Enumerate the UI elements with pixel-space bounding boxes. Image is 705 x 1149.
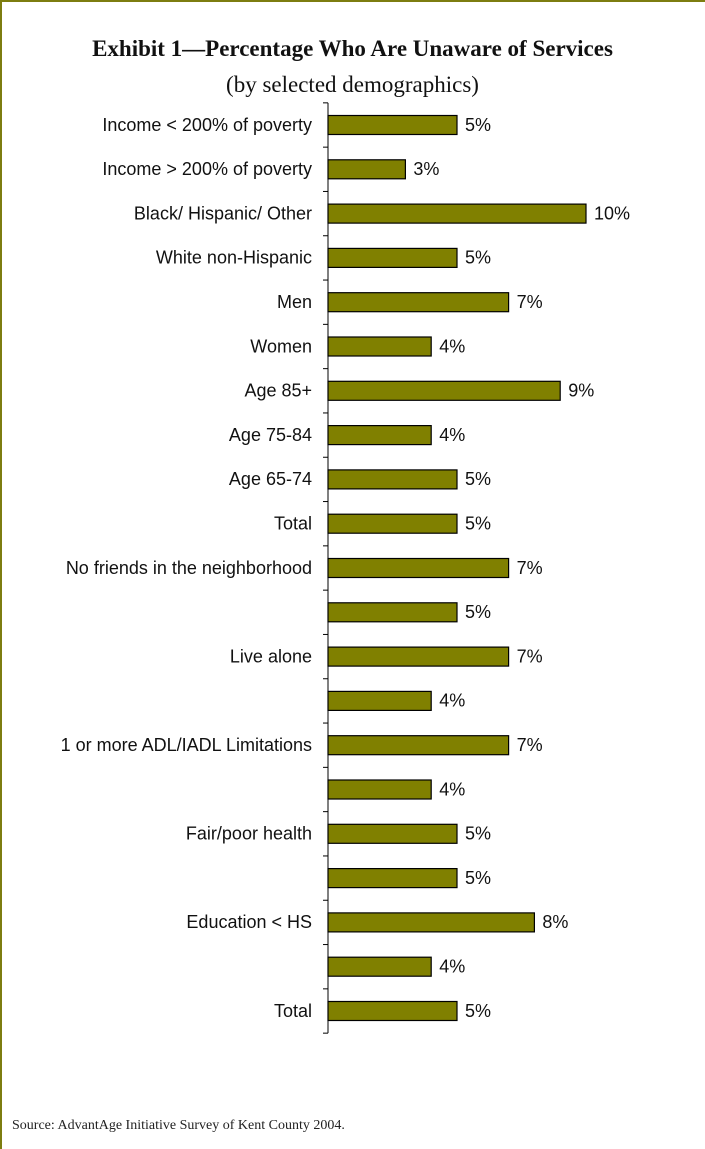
value-label: 4% [439, 779, 465, 799]
bar [327, 779, 432, 800]
category-label: Black/ Hispanic/ Other [134, 203, 312, 223]
category-label: Age 75-84 [229, 425, 312, 445]
bar [327, 867, 458, 889]
value-label: 7% [517, 292, 543, 312]
bar [327, 336, 432, 357]
value-label: 8% [542, 912, 568, 932]
bar [327, 912, 535, 933]
value-label: 4% [439, 425, 465, 445]
category-label: 1 or more ADL/IADL Limitations [61, 735, 312, 755]
category-label: Women [250, 336, 312, 356]
bar [327, 602, 458, 623]
bar [327, 247, 458, 268]
category-label: Income < 200% of poverty [102, 115, 312, 135]
value-label: 5% [465, 1001, 491, 1021]
value-label: 7% [517, 558, 543, 578]
bar [327, 646, 510, 667]
value-label: 4% [439, 956, 465, 976]
chart-subtitle: (by selected demographics) [226, 72, 479, 97]
bar [327, 203, 587, 224]
bars-group: 5% 3% 10% 5% 7% 4% 9% 4% 5% 5% 7% 5% 7% 4% 7% 4% 5% 5% 8% 4… [327, 114, 630, 1022]
category-label: Education < HS [186, 912, 312, 932]
category-label: Age 85+ [244, 381, 312, 401]
bar [327, 114, 458, 136]
category-label: Income > 200% of poverty [102, 159, 312, 179]
bar [327, 735, 510, 756]
value-label: 5% [465, 115, 491, 135]
value-label: 7% [517, 646, 543, 666]
bar [327, 513, 458, 534]
value-label: 5% [465, 824, 491, 844]
bar [327, 425, 432, 446]
value-label: 5% [465, 868, 491, 888]
value-label: 5% [465, 248, 491, 268]
category-label: Total [274, 1001, 312, 1021]
value-label: 3% [413, 159, 439, 179]
bar [327, 823, 458, 844]
category-label: Total [274, 513, 312, 533]
category-label: Age 65-74 [229, 469, 312, 489]
category-label: Fair/poor health [186, 824, 312, 844]
bar [327, 956, 432, 977]
value-label: 5% [465, 602, 491, 622]
value-label: 5% [465, 513, 491, 533]
bar [327, 557, 510, 579]
value-label: 10% [594, 203, 630, 223]
bar [327, 292, 510, 313]
category-label: No friends in the neighborhood [66, 558, 312, 578]
value-label: 7% [517, 735, 543, 755]
category-label: White non-Hispanic [156, 248, 312, 268]
chart-title: Exhibit 1—Percentage Who Are Unaware of … [92, 36, 613, 61]
value-label: 4% [439, 691, 465, 711]
y-axis: Income < 200% of poverty Income > 200% of… [61, 102, 329, 1034]
bar [327, 159, 407, 180]
bar [327, 469, 458, 490]
bar [327, 380, 561, 401]
category-label: Men [277, 292, 312, 312]
value-label: 5% [465, 469, 491, 489]
source-note: Source: AdvantAge Initiative Survey of K… [12, 1118, 345, 1133]
category-label: Live alone [230, 646, 312, 666]
value-label: 4% [439, 336, 465, 356]
bar [327, 1000, 458, 1022]
bar [327, 690, 432, 712]
value-label: 9% [568, 381, 594, 401]
